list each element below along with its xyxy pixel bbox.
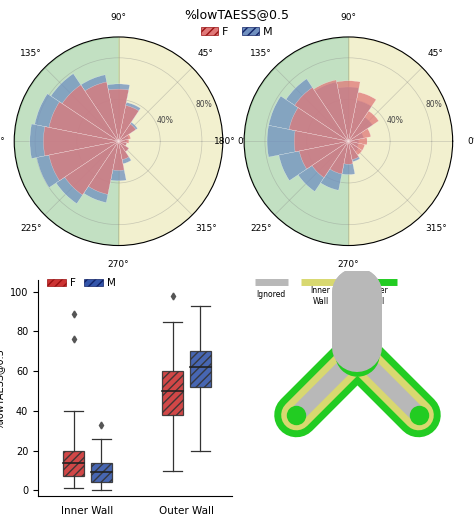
X-axis label: LAD: LAD [106,284,131,294]
Text: Ignored: Ignored [257,290,286,299]
Text: Outer
Wall: Outer Wall [366,286,388,306]
Bar [109,89,128,141]
Bar [30,124,118,158]
Bar [49,102,118,141]
Bar [118,134,131,141]
Bar [348,139,359,143]
Bar [118,141,129,152]
Bar [44,127,118,156]
X-axis label: LCx: LCx [337,284,359,294]
Bar [348,128,371,141]
Bar [348,92,376,141]
Bar [51,73,118,141]
Bar [348,100,372,141]
Bar [56,141,118,204]
Bar [91,463,112,483]
Bar [295,88,348,141]
Bar [330,141,348,174]
Bar [65,141,118,195]
Bar [348,141,359,159]
Bar [269,96,348,141]
Text: Inner
Wall: Inner Wall [310,286,330,306]
Bar [312,141,348,177]
Bar [348,133,364,141]
Bar [81,75,118,141]
Bar [298,141,348,192]
Bar [348,117,373,141]
Bar [118,136,129,141]
Legend: F, M: F, M [197,23,277,41]
Bar [337,81,360,141]
Bar [118,141,129,159]
Bar [88,141,118,194]
Bar [279,141,348,181]
Bar [348,141,359,152]
Bar [62,85,118,141]
Bar [344,141,353,164]
Bar [289,108,348,141]
Bar [36,141,118,187]
Bar [118,141,127,146]
Legend: F, M: F, M [43,274,120,293]
Bar [348,141,365,150]
Bar [118,141,127,146]
Bar [348,138,367,145]
Y-axis label: %lowTAESS@0.5: %lowTAESS@0.5 [0,347,4,429]
Bar [49,141,118,181]
Bar [299,141,348,169]
Bar [348,111,379,141]
Bar [190,351,211,387]
Bar [84,141,118,203]
Bar [113,141,124,171]
Bar [118,106,139,141]
Bar [118,141,129,152]
Bar [118,139,129,143]
Text: %lowTAESS@0.5: %lowTAESS@0.5 [184,8,290,21]
Bar [348,141,359,147]
Bar [85,82,118,141]
Bar [267,125,348,157]
Bar [294,130,348,152]
Bar [118,141,131,164]
Bar [118,122,137,141]
Bar [348,141,360,162]
Bar [118,124,136,141]
Bar [162,371,183,415]
Bar [314,80,348,141]
Bar [286,79,348,141]
Bar [111,141,126,181]
Bar [348,141,362,155]
Bar [118,102,140,141]
Bar [320,141,348,190]
Bar [107,84,130,141]
Bar [118,139,127,143]
Bar [63,450,84,476]
Bar [342,141,355,175]
Bar [35,94,118,141]
Bar [315,82,348,141]
Bar [338,87,359,141]
